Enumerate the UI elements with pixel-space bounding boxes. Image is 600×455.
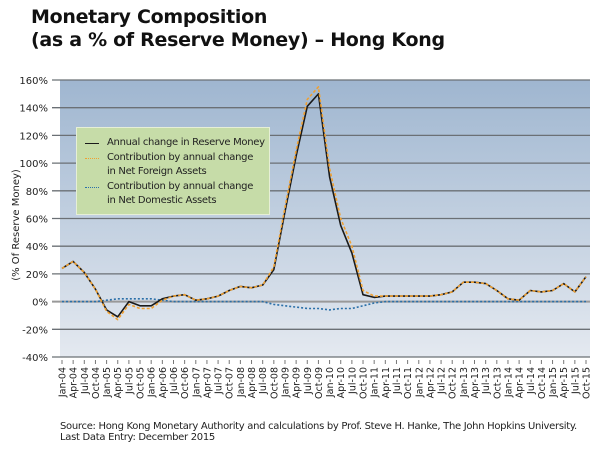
y-tick-label: 0%	[32, 298, 48, 309]
x-tick-label: Apr-07	[202, 367, 213, 398]
chart-title-line-1: Monetary Composition	[31, 6, 268, 28]
dashed-blue-swatch-icon	[85, 187, 99, 188]
x-tick-label: Oct-12	[448, 367, 459, 399]
x-tick-label: Jan-12	[414, 367, 425, 398]
y-axis-label: (% Of Reserve Money)	[11, 169, 22, 281]
x-tick-label: Jul-13	[481, 367, 492, 395]
x-tick-label: Jul-10	[347, 367, 358, 395]
x-tick-label: Apr-04	[69, 367, 80, 398]
x-tick-label: Jul-11	[392, 367, 403, 395]
x-tick-label: Jan-11	[370, 367, 381, 398]
series-line-net-foreign-assets	[61, 86, 587, 321]
x-tick-label: Apr-14	[515, 367, 526, 398]
x-tick-label: Jan-06	[147, 367, 158, 398]
chart-title: Monetary Composition (as a % of Reserve …	[31, 6, 445, 52]
x-tick-label: Jul-07	[214, 367, 225, 395]
x-tick-label: Jul-04	[80, 367, 91, 395]
source-note: Source: Hong Kong Monetary Authority and…	[60, 421, 577, 443]
x-tick-label: Apr-05	[113, 367, 124, 398]
dashed-orange-swatch-icon	[85, 158, 99, 159]
x-tick-label: Oct-11	[403, 367, 414, 399]
x-tick-label: Jan-14	[503, 367, 514, 398]
x-tick-label: Oct-06	[180, 367, 191, 399]
x-tick-label: Apr-10	[336, 367, 347, 398]
x-tick-label: Oct-05	[136, 367, 147, 399]
y-tick-label: 60%	[26, 215, 48, 226]
x-tick-label: Jul-12	[437, 367, 448, 395]
source-line: Source: Hong Kong Monetary Authority and…	[60, 421, 577, 432]
x-tick-label: Jan-10	[325, 367, 336, 398]
x-tick-label: Apr-15	[559, 367, 570, 398]
x-tick-label: Jan-07	[191, 367, 202, 398]
x-tick-label: Apr-13	[470, 367, 481, 398]
x-tick-label: Oct-14	[537, 367, 548, 399]
y-tick-label: 120%	[19, 131, 48, 142]
legend-label: Contribution by annual change in Net For…	[107, 152, 254, 177]
y-tick-label: 20%	[26, 270, 48, 281]
x-tick-label: Jan-09	[280, 367, 291, 398]
legend: Annual change in Reserve Money Contribut…	[76, 127, 270, 215]
y-tick-label: -40%	[22, 353, 48, 364]
x-tick-label: Jul-15	[570, 367, 581, 395]
y-tick-label: 160%	[19, 76, 48, 87]
y-tick-label: 100%	[19, 159, 48, 170]
x-tick-label: Apr-11	[381, 367, 392, 398]
x-tick-label: Jul-14	[526, 367, 537, 395]
chart-title-line-2: (as a % of Reserve Money) – Hong Kong	[31, 29, 445, 51]
x-tick-label: Jan-13	[459, 367, 470, 398]
legend-item-nfa: Contribution by annual change in Net For…	[85, 151, 255, 179]
legend-item-nda: Contribution by annual change in Net Dom…	[85, 180, 255, 208]
x-tick-label: Oct-09	[314, 367, 325, 399]
y-tick-label: 40%	[26, 242, 48, 253]
x-tick-label: Oct-10	[359, 367, 370, 399]
x-tick-label: Jan-04	[58, 367, 69, 398]
y-tick-label: 80%	[26, 187, 48, 198]
legend-item-reserve-money: Annual change in Reserve Money	[85, 136, 265, 150]
x-tick-label: Oct-04	[91, 367, 102, 399]
y-tick-label: -20%	[22, 325, 48, 336]
legend-label: Annual change in Reserve Money	[107, 137, 265, 148]
x-tick-label: Oct-08	[269, 367, 280, 399]
x-tick-label: Jan-15	[548, 367, 559, 398]
legend-label: Contribution by annual change in Net Dom…	[107, 181, 254, 206]
y-tick-label: 140%	[19, 104, 48, 115]
x-tick-label: Apr-08	[247, 367, 258, 398]
x-tick-label: Apr-12	[425, 367, 436, 398]
solid-line-swatch-icon	[85, 143, 99, 144]
x-tick-label: Oct-15	[582, 367, 593, 399]
x-tick-label: Jul-08	[258, 367, 269, 395]
x-tick-label: Jul-05	[124, 367, 135, 395]
last-data-entry: Last Data Entry: December 2015	[60, 432, 215, 443]
x-tick-label: Jul-09	[303, 367, 314, 395]
x-tick-label: Jan-08	[236, 367, 247, 398]
x-tick-label: Apr-09	[292, 367, 303, 398]
x-tick-label: Apr-06	[158, 367, 169, 398]
x-tick-label: Jul-06	[169, 367, 180, 395]
x-tick-label: Oct-07	[225, 367, 236, 399]
x-tick-label: Jan-05	[102, 367, 113, 398]
x-tick-label: Oct-13	[492, 367, 503, 399]
